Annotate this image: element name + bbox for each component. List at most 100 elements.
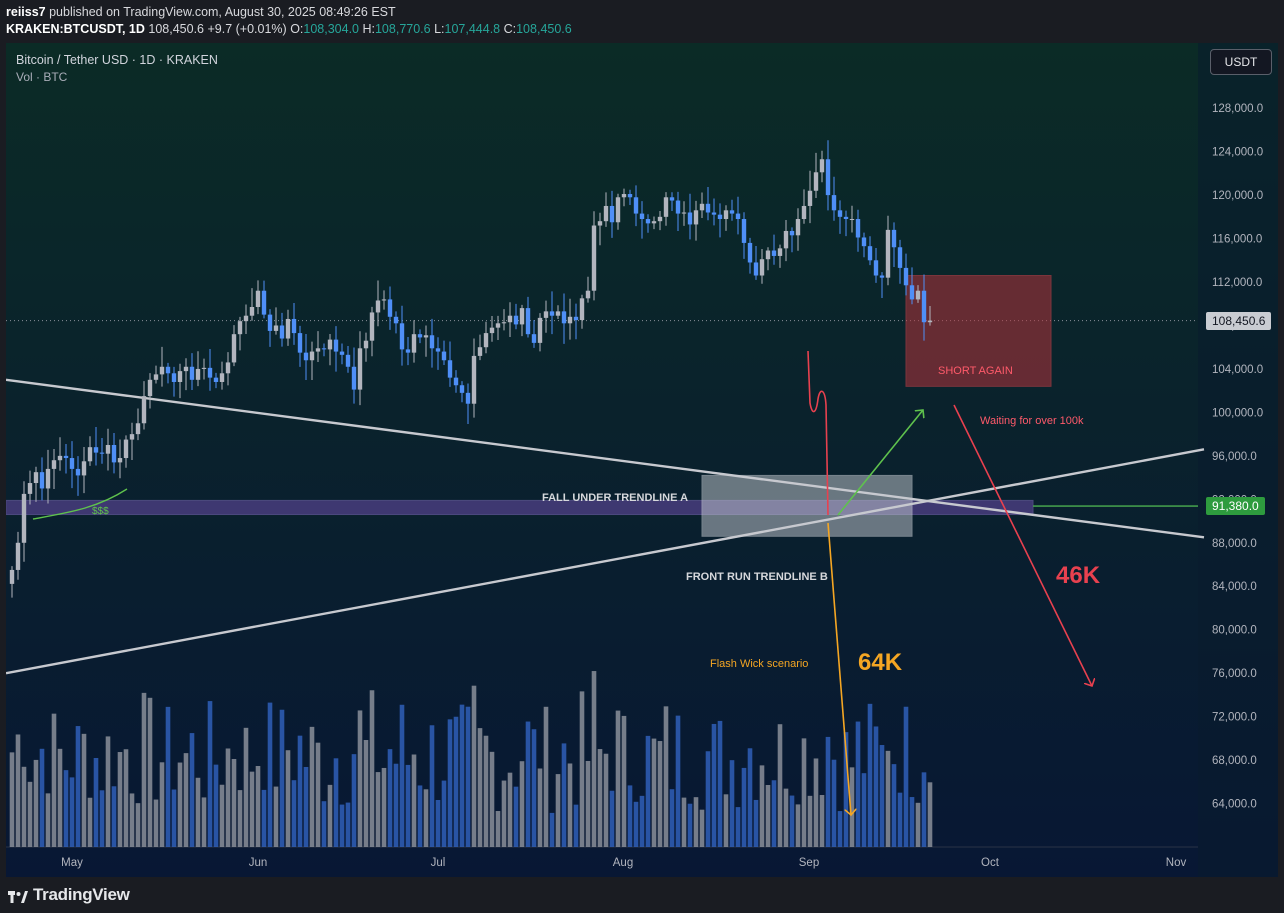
flash-wick-label: Flash Wick scenario xyxy=(710,658,808,670)
candle-body xyxy=(249,307,255,316)
candle-body xyxy=(141,396,147,424)
candle-body xyxy=(81,461,87,476)
low-value: 107,444.8 xyxy=(444,22,501,36)
volume-bar xyxy=(237,790,243,847)
candle-body xyxy=(909,285,915,300)
candle-body xyxy=(273,325,279,331)
candle-body xyxy=(657,216,663,222)
volume-bar xyxy=(759,765,765,847)
target-46k-label: 46K xyxy=(1056,562,1101,589)
volume-bar xyxy=(669,789,675,847)
candle-body xyxy=(927,320,933,323)
candle-body xyxy=(519,308,525,325)
volume-bar xyxy=(27,781,33,847)
volume-bar xyxy=(63,770,69,847)
volume-bar xyxy=(501,780,507,847)
volume-bar xyxy=(141,692,147,847)
volume-bar xyxy=(735,807,741,847)
volume-bar xyxy=(741,767,747,847)
annotations-layer: $$$ FALL UNDER TRENDLINE A FRONT RUN TREND… xyxy=(32,350,1101,815)
candle-body xyxy=(921,290,927,323)
volume-bar xyxy=(831,759,837,847)
volume-bar xyxy=(273,786,279,847)
trendline-b xyxy=(6,448,1205,675)
candle-body xyxy=(453,377,459,386)
candle-body xyxy=(687,212,693,225)
tradingview-logo-icon xyxy=(8,888,28,903)
tradingview-logo[interactable]: TradingView xyxy=(8,885,130,905)
volume-bar xyxy=(387,749,393,847)
time-axis[interactable]: May Jun Jul Aug Sep Oct Nov xyxy=(61,857,1186,869)
currency-button[interactable]: USDT xyxy=(1210,49,1272,75)
volume-bar xyxy=(921,772,927,847)
volume-bar xyxy=(783,788,789,847)
candle-body xyxy=(111,445,117,463)
volume-bar xyxy=(453,716,459,847)
volume-bar xyxy=(765,784,771,847)
candle-body xyxy=(351,366,357,390)
candle-body xyxy=(765,250,771,260)
candle-body xyxy=(267,314,273,331)
volume-bar xyxy=(381,767,387,847)
legend-volume[interactable]: Vol · BTC xyxy=(16,70,68,84)
candle-body xyxy=(513,315,519,325)
price-tick-label: 100,000.0 xyxy=(1212,407,1263,419)
candle-body xyxy=(471,355,477,404)
volume-bar xyxy=(231,758,237,847)
candle-body xyxy=(69,458,75,469)
volume-bar xyxy=(903,706,909,847)
volume-bar xyxy=(69,777,75,847)
candle-body xyxy=(717,214,723,220)
volume-bar xyxy=(291,780,297,847)
volume-bar xyxy=(21,766,27,847)
candle-body xyxy=(573,316,579,321)
volume-bar xyxy=(717,720,723,847)
volume-bar xyxy=(39,748,45,847)
candle-body xyxy=(609,205,615,223)
volume-bar xyxy=(579,691,585,847)
price-chart[interactable]: $$$ FALL UNDER TRENDLINE A FRONT RUN TREND… xyxy=(6,43,1278,877)
high-label: H: xyxy=(362,22,375,36)
candle-body xyxy=(459,385,465,393)
volume-bar xyxy=(159,762,165,847)
red-target-arrow xyxy=(953,404,1092,686)
chart-area[interactable]: $$$ FALL UNDER TRENDLINE A FRONT RUN TREND… xyxy=(6,43,1278,877)
candle-body xyxy=(105,445,111,454)
candle-body xyxy=(789,230,795,236)
candle-body xyxy=(633,197,639,214)
volume-bar xyxy=(393,763,399,847)
volume-bars xyxy=(9,671,933,847)
candle-body xyxy=(333,339,339,352)
price-tick-label: 68,000.0 xyxy=(1212,755,1257,767)
price-tick-label: 64,000.0 xyxy=(1212,799,1257,811)
volume-bar xyxy=(537,768,543,847)
volume-bar xyxy=(75,726,81,847)
candle-body xyxy=(537,317,543,343)
candle-body xyxy=(819,159,825,173)
volume-bar xyxy=(615,710,621,847)
candle-body xyxy=(237,321,243,335)
candle-body xyxy=(621,194,627,198)
candle-body xyxy=(39,472,45,489)
candle-body xyxy=(915,290,921,300)
volume-bar xyxy=(585,760,591,847)
candle-body xyxy=(195,368,201,380)
volume-bar xyxy=(315,742,321,847)
volume-bar xyxy=(807,795,813,847)
volume-bar xyxy=(459,704,465,847)
candle-body xyxy=(777,248,783,256)
candle-body xyxy=(93,447,99,453)
close-value: 108,450.6 xyxy=(516,22,572,36)
candle-body xyxy=(867,246,873,261)
open-label: O: xyxy=(290,22,304,36)
publisher-name[interactable]: reiiss7 xyxy=(6,5,46,19)
candle-body xyxy=(651,221,657,224)
candle-body xyxy=(507,315,513,323)
volume-bar xyxy=(483,735,489,847)
legend-title[interactable]: Bitcoin / Tether USD · 1D · KRAKEN xyxy=(16,53,218,67)
volume-bar xyxy=(819,795,825,847)
candle-body xyxy=(693,210,699,225)
volume-bar xyxy=(117,752,123,847)
candle-body xyxy=(387,299,393,317)
volume-bar xyxy=(351,754,357,847)
